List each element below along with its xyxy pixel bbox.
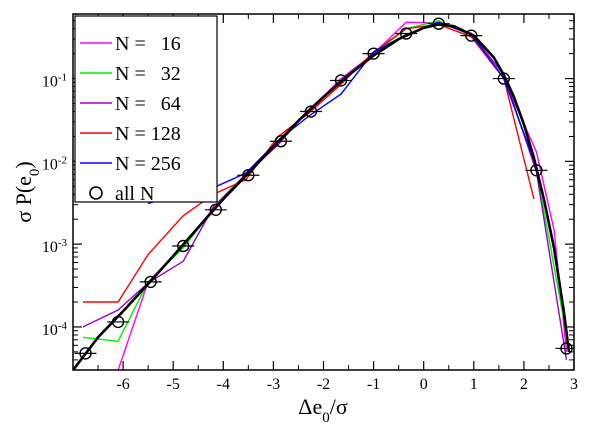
marker-point-1	[111, 315, 125, 329]
x-tick-label: 0	[420, 376, 428, 393]
marker-point-8	[334, 74, 348, 87]
x-axis-title-subscript: 0	[322, 410, 330, 426]
legend-label-0: N = 16	[115, 33, 181, 55]
marker-point-15	[560, 342, 573, 355]
x-tick-label: -6	[116, 376, 129, 393]
series-line-3	[83, 23, 535, 303]
legend-label-3: N = 128	[115, 123, 181, 145]
legend: N = 16 N = 32 N = 64 N = 128 N = 256 all N	[74, 15, 218, 205]
y-axis-title: σ P(e0)	[11, 161, 43, 223]
y-tick-label: 10-2	[42, 154, 67, 173]
marker-point-0	[79, 347, 92, 360]
y-tick-label: 10-4	[42, 320, 68, 339]
marker-point-7	[304, 105, 318, 118]
y-tick-label: 10-3	[42, 237, 68, 256]
x-tick-label: 1	[470, 376, 478, 393]
marker-point-4	[209, 203, 222, 217]
x-tick-label: -4	[217, 376, 230, 393]
marker-point-12	[465, 29, 478, 42]
x-tick-label: -2	[317, 376, 330, 393]
x-tick-label: 2	[520, 376, 528, 393]
marker-point-3	[177, 239, 190, 253]
x-axis-title: Δe0/σ	[298, 394, 348, 426]
marker-point-5	[242, 169, 255, 182]
marker-point-10	[399, 27, 413, 40]
marker-point-9	[367, 47, 380, 60]
marker-point-2	[144, 275, 157, 289]
series-layer	[73, 19, 571, 370]
legend-marker-5	[89, 186, 103, 200]
marker-point-14	[530, 164, 543, 177]
marker-point-13	[497, 72, 511, 85]
legend-box	[74, 15, 218, 203]
legend-label-2: N = 64	[115, 93, 181, 115]
legend-label-4: N = 256	[115, 153, 181, 175]
x-tick-label: -5	[167, 376, 180, 393]
y-axis-title-subscript: 0	[27, 169, 43, 177]
x-tick-label: 3	[570, 376, 578, 393]
x-tick-label: -1	[367, 376, 380, 393]
marker-point-11	[432, 17, 445, 30]
legend-label-1: N = 32	[115, 63, 181, 85]
y-tick-label: 10-1	[42, 72, 67, 91]
marker-point-6	[274, 135, 288, 148]
marker-layer	[74, 17, 574, 360]
x-tick-label: -3	[267, 376, 280, 393]
legend-label-5: all N	[115, 183, 154, 205]
